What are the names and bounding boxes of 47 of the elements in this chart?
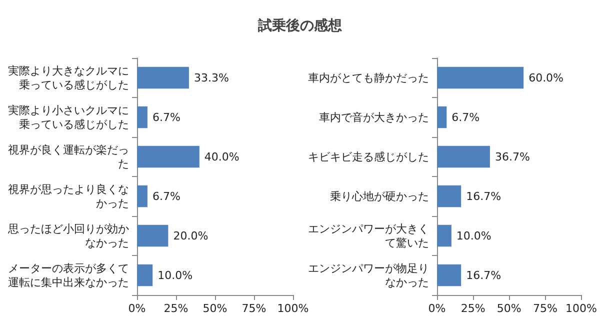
bar (137, 106, 148, 128)
y-tick-label: 実際より大きなクルマに乗っている感じがした (8, 64, 129, 92)
chart-title: 試乗後の感想 (257, 17, 343, 34)
data-label: 6.7% (152, 190, 180, 203)
y-tick-label: エンジンパワーが大きくて驚いた (308, 222, 429, 250)
x-tick-label: 75% (532, 302, 558, 315)
bar (437, 106, 447, 128)
data-label: 16.7% (466, 268, 502, 282)
x-tick-label: 0% (428, 302, 446, 315)
bar (137, 185, 148, 208)
y-tick-label: 実際より小さいクルマに乗っている感じがした (8, 104, 129, 131)
x-tick-label: 50% (496, 302, 522, 315)
x-tick-label: 25% (460, 302, 486, 315)
bar (137, 146, 200, 168)
bar (137, 264, 153, 286)
y-tick-label: 視界が良く運転が楽だった (8, 143, 129, 170)
x-tick-label: 25% (164, 302, 188, 315)
data-label: 6.7% (452, 110, 480, 124)
y-tick-label: 思ったほど小回りが効かなかった (7, 222, 129, 250)
bar (437, 224, 452, 247)
x-tick-label: 75% (242, 302, 266, 315)
data-label: 10.0% (158, 268, 193, 282)
y-tick-label: 視界が思ったより良くなかった (8, 182, 129, 210)
bar (437, 185, 462, 208)
y-tick-label: キビキビ走る感じがした (308, 150, 429, 164)
x-tick-label: 100% (566, 302, 598, 315)
bar (137, 66, 189, 89)
y-tick-label: 乗り心地が硬かった (330, 190, 429, 203)
x-tick-label: 100% (277, 302, 309, 315)
bar (137, 224, 168, 247)
data-label: 60.0% (528, 71, 564, 84)
bar (437, 264, 462, 286)
data-label: 16.7% (466, 190, 502, 203)
y-tick-label: 車内がとても静かだった (308, 71, 429, 84)
data-label: 20.0% (173, 229, 208, 242)
y-tick-label: メーターの表示が多くて運転に集中出来なかった (8, 262, 129, 289)
x-tick-label: 0% (128, 302, 146, 315)
data-label: 36.7% (494, 150, 530, 164)
bar (437, 146, 490, 168)
data-label: 10.0% (456, 229, 492, 242)
y-tick-label: エンジンパワーが物足りなかった (308, 262, 429, 289)
data-label: 33.3% (194, 71, 229, 84)
bar (437, 66, 524, 89)
x-tick-label: 50% (202, 302, 228, 315)
data-label: 6.7% (152, 110, 180, 124)
y-tick-label: 車内で音が大きかった (319, 110, 429, 124)
data-label: 40.0% (204, 150, 240, 164)
